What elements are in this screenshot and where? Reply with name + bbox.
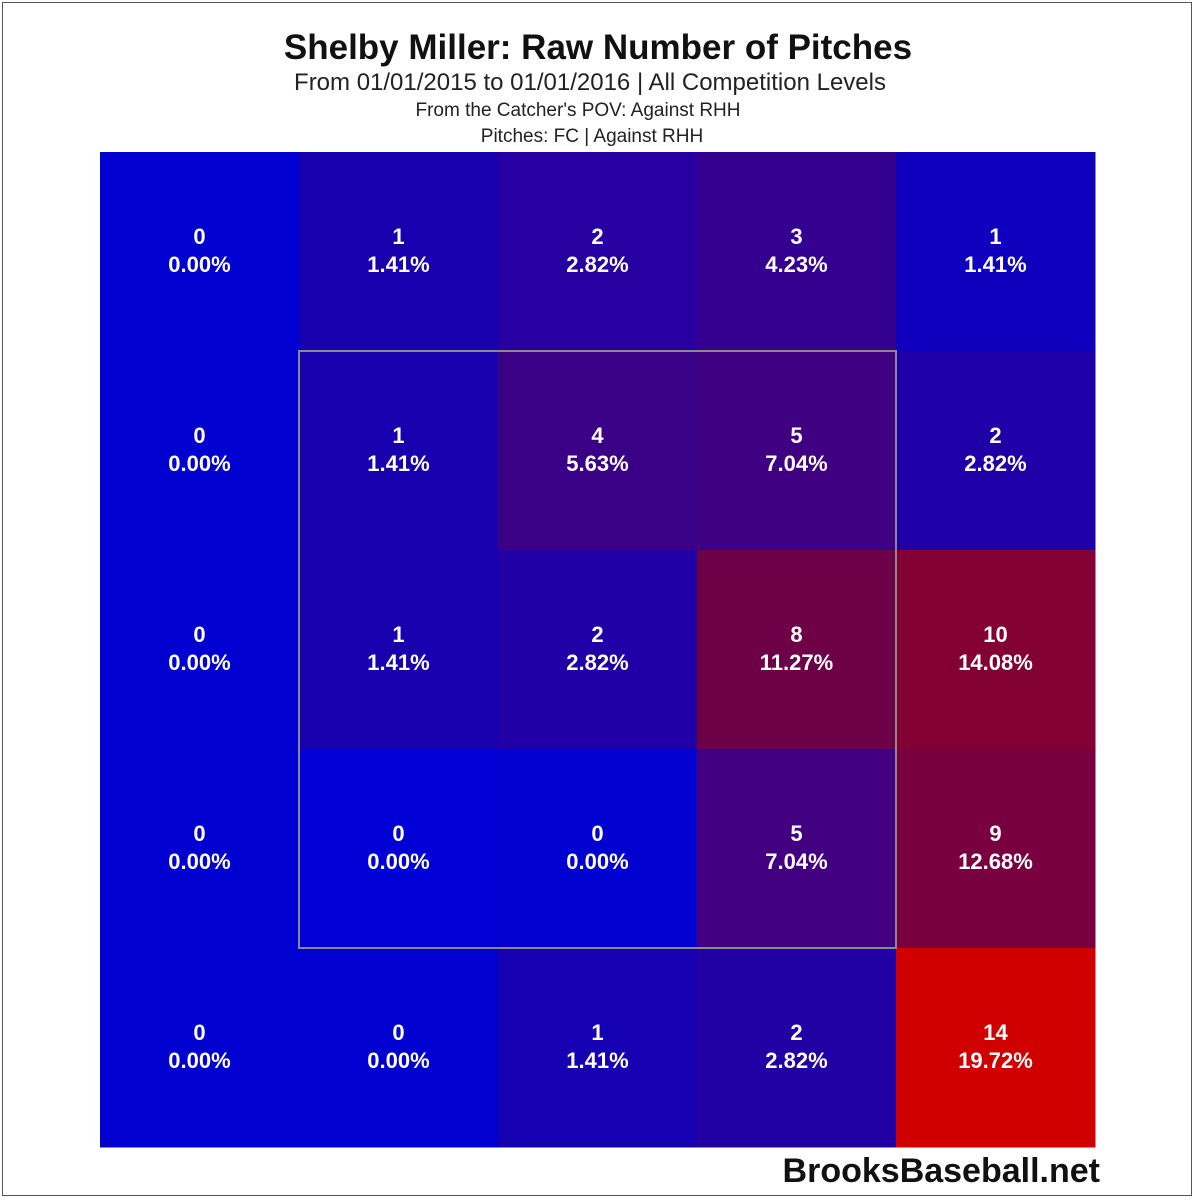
cell-count-label: 1 [392, 224, 404, 249]
cell-count-label: 2 [591, 224, 603, 249]
cell-percent-label: 1.41% [964, 252, 1026, 277]
cell-percent-label: 2.82% [964, 451, 1026, 476]
heatmap-cell-r0-c2 [498, 152, 698, 352]
cell-percent-label: 0.00% [367, 1048, 429, 1073]
cell-percent-label: 0.00% [168, 1048, 230, 1073]
brooksbaseball-credit: BrooksBaseball.net [782, 1152, 1100, 1190]
heatmap-cell-r1-c3 [697, 351, 897, 551]
heatmap-cell-r4-c3 [697, 948, 897, 1148]
heatmap-cell-r3-c2 [498, 749, 698, 949]
chart-title: Shelby Miller: Raw Number of Pitches [283, 28, 913, 67]
cell-count-label: 1 [591, 1020, 603, 1045]
cell-count-label: 14 [983, 1020, 1008, 1045]
chart-note-pitches: Pitches: FC | Against RHH [480, 126, 704, 147]
cell-percent-label: 0.00% [168, 451, 230, 476]
heatmap-cell-r2-c2 [498, 550, 698, 750]
cell-count-label: 5 [790, 821, 802, 846]
cell-percent-label: 11.27% [760, 650, 833, 675]
cell-count-label: 10 [983, 622, 1007, 647]
cell-count-label: 0 [193, 821, 205, 846]
heatmap-cell-r3-c3 [697, 749, 897, 949]
heatmap-cell-r3-c0 [100, 749, 300, 949]
cell-percent-label: 1.41% [566, 1048, 628, 1073]
heatmap-cell-r1-c1 [299, 351, 499, 551]
cell-count-label: 0 [591, 821, 603, 846]
heatmap-cell-r2-c3 [697, 550, 897, 750]
chart-note-pov: From the Catcher's POV: Against RHH [415, 100, 741, 121]
heatmap-cell-r3-c1 [299, 749, 499, 949]
heatmap-cell-r0-c0 [100, 152, 300, 352]
cell-percent-label: 0.00% [168, 849, 230, 874]
cell-percent-label: 4.23% [765, 252, 827, 277]
cell-count-label: 0 [193, 224, 205, 249]
heatmap-cell-r1-c4 [896, 351, 1096, 551]
cell-count-label: 0 [193, 423, 205, 448]
heatmap-cell-r2-c0 [100, 550, 300, 750]
cell-percent-label: 5.63% [566, 451, 628, 476]
cell-percent-label: 0.00% [168, 252, 230, 277]
cell-count-label: 0 [392, 821, 404, 846]
heatmap-cell-r3-c4 [896, 749, 1096, 949]
cell-count-label: 0 [193, 622, 205, 647]
heatmap-cell-r1-c2 [498, 351, 698, 551]
cell-count-label: 0 [193, 1020, 205, 1045]
heatmap-cell-r2-c4 [896, 550, 1096, 750]
heatmap-cell-r2-c1 [299, 550, 499, 750]
cell-percent-label: 1.41% [367, 650, 429, 675]
cell-percent-label: 7.04% [765, 451, 827, 476]
heatmap-cell-r0-c3 [697, 152, 897, 352]
cell-percent-label: 12.68% [958, 849, 1033, 874]
heatmap-cell-r0-c4 [896, 152, 1096, 352]
cell-percent-label: 2.82% [566, 650, 628, 675]
heatmap-cell-r0-c1 [299, 152, 499, 352]
chart-subtitle: From 01/01/2015 to 01/01/2016 | All Comp… [294, 69, 886, 96]
cell-percent-label: 2.82% [566, 252, 628, 277]
cell-count-label: 2 [790, 1020, 802, 1045]
cell-percent-label: 0.00% [168, 650, 230, 675]
cell-count-label: 1 [392, 622, 404, 647]
cell-percent-label: 1.41% [367, 451, 429, 476]
heatmap-cell-r4-c2 [498, 948, 698, 1148]
cell-count-label: 1 [392, 423, 404, 448]
cell-count-label: 9 [989, 821, 1001, 846]
cell-percent-label: 19.72% [958, 1048, 1033, 1073]
cell-percent-label: 2.82% [765, 1048, 827, 1073]
cell-count-label: 5 [790, 423, 802, 448]
cell-count-label: 2 [989, 423, 1001, 448]
cell-percent-label: 0.00% [566, 849, 628, 874]
cell-percent-label: 7.04% [765, 849, 827, 874]
cell-count-label: 8 [790, 622, 802, 647]
cell-percent-label: 0.00% [367, 849, 429, 874]
cell-count-label: 3 [790, 224, 802, 249]
cell-percent-label: 14.08% [958, 650, 1033, 675]
cell-count-label: 1 [989, 224, 1001, 249]
cell-count-label: 2 [591, 622, 603, 647]
cell-percent-label: 1.41% [367, 252, 429, 277]
heatmap-cell-r1-c0 [100, 351, 300, 551]
strike-zone-outline [298, 350, 897, 949]
heatmap-cell-r4-c0 [100, 948, 300, 1148]
cell-count-label: 0 [392, 1020, 404, 1045]
heatmap-cell-r4-c4 [896, 948, 1096, 1148]
heatmap-cell-r4-c1 [299, 948, 499, 1148]
cell-count-label: 4 [591, 423, 604, 448]
